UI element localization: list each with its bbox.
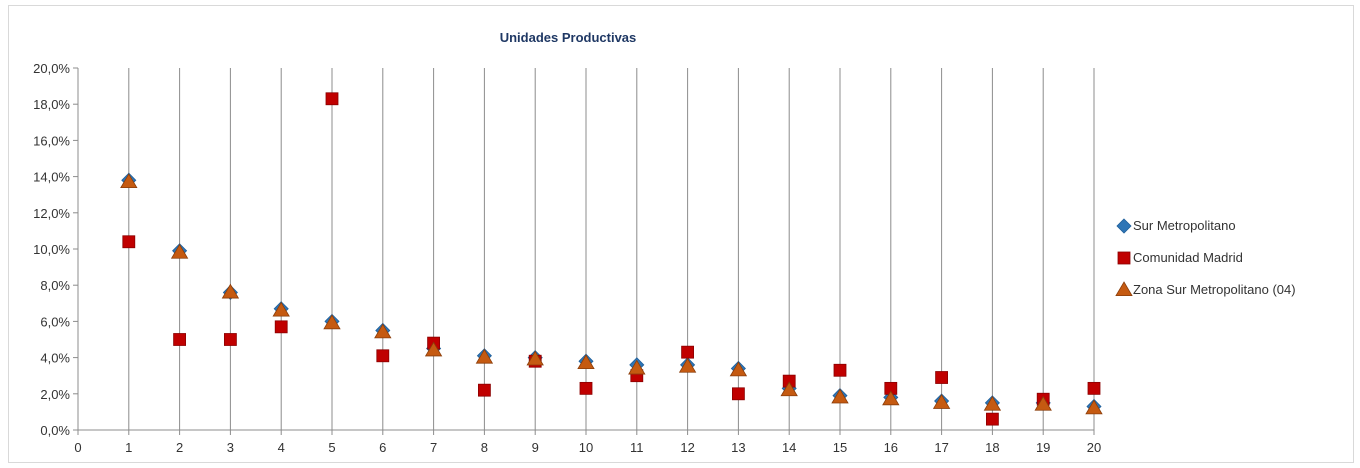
x-tick-label: 5 <box>328 440 335 455</box>
point-square-1 <box>122 235 136 249</box>
point-square-2 <box>173 333 187 346</box>
x-tick-label: 8 <box>481 440 488 455</box>
legend-label: Zona Sur Metropolitano (04) <box>1133 282 1296 297</box>
y-tick-label: 16,0% <box>33 133 70 148</box>
y-tick-label: 14,0% <box>33 170 70 185</box>
x-tick-label: 19 <box>1036 440 1050 455</box>
x-tick-label: 2 <box>176 440 183 455</box>
legend-marker-square <box>1117 251 1131 265</box>
legend-label: Sur Metropolitano <box>1133 218 1236 233</box>
x-tick-label: 12 <box>680 440 694 455</box>
point-square-8 <box>477 383 491 397</box>
point-triangle-1 <box>120 173 138 189</box>
y-tick-label: 2,0% <box>40 387 70 402</box>
x-tick-label: 4 <box>278 440 285 455</box>
point-square-20 <box>1087 381 1101 395</box>
y-tick-label: 10,0% <box>33 242 70 257</box>
legend-marker-triangle <box>1115 281 1133 297</box>
x-tick-label: 16 <box>884 440 898 455</box>
point-square-5 <box>325 92 339 106</box>
x-tick-labels: 0 1 2 3 4 5 6 7 8 9 10 11 12 13 14 15 16 17 18 19 20 <box>74 430 1101 455</box>
x-tick-label: 11 <box>630 440 644 455</box>
y-tick-label: 4,0% <box>40 351 70 366</box>
x-tick-label: 20 <box>1087 440 1101 455</box>
point-triangle-4 <box>272 301 290 317</box>
y-tick-label: 12,0% <box>33 206 70 221</box>
x-tick-label: 1 <box>125 440 132 455</box>
y-tick-label: 6,0% <box>40 314 70 329</box>
point-square-12 <box>681 345 694 359</box>
x-tick-label: 7 <box>430 440 437 455</box>
x-tick-label: 18 <box>985 440 999 455</box>
chart-frame <box>8 5 1354 463</box>
point-triangle-10 <box>577 354 595 370</box>
point-triangle-18 <box>983 395 1002 411</box>
x-tick-label: 15 <box>833 440 847 455</box>
y-tick-label: 18,0% <box>33 97 70 112</box>
point-triangle-15 <box>831 388 849 404</box>
gridlines <box>128 68 1095 430</box>
point-square-13 <box>732 387 745 401</box>
x-tick-label: 0 <box>74 440 81 455</box>
point-square-15 <box>833 363 847 377</box>
x-tick-label: 14 <box>782 440 796 455</box>
point-square-6 <box>376 349 390 363</box>
y-tick-labels: 0,0% 2,0% 4,0% 6,0% 8,0% 10,0% 12,0% 14,0% 16,0%… <box>33 61 78 438</box>
point-triangle-11 <box>628 359 646 375</box>
y-tick-label: 20,0% <box>33 61 70 76</box>
x-tick-label: 3 <box>227 440 234 455</box>
point-square-4 <box>274 320 288 334</box>
legend-label: Comunidad Madrid <box>1133 250 1243 265</box>
point-square-18 <box>986 412 999 426</box>
point-triangle-3 <box>221 283 240 299</box>
legend: Sur Metropolitano Comunidad Madrid Zona Su… <box>1115 218 1296 297</box>
x-tick-label: 6 <box>379 440 386 455</box>
point-triangle-20 <box>1085 399 1103 415</box>
point-triangle-8 <box>475 348 494 364</box>
point-triangle-12 <box>678 357 697 373</box>
x-tick-label: 9 <box>532 440 539 455</box>
x-tick-label: 10 <box>579 440 593 455</box>
x-tick-label: 13 <box>731 440 745 455</box>
point-square-17 <box>935 371 948 384</box>
data-points <box>120 92 1103 426</box>
point-square-3 <box>223 333 237 346</box>
point-triangle-5 <box>323 314 341 330</box>
chart-title: Unidades Productivas <box>500 30 637 45</box>
y-tick-label: 0,0% <box>40 423 70 438</box>
point-triangle-2 <box>170 243 189 259</box>
point-triangle-16 <box>882 390 900 406</box>
legend-marker-diamond <box>1116 218 1132 234</box>
point-triangle-14 <box>780 381 798 397</box>
point-triangle-17 <box>932 394 951 409</box>
point-square-10 <box>579 381 593 395</box>
point-triangle-9 <box>526 350 544 366</box>
point-triangle-13 <box>729 361 748 377</box>
y-tick-label: 8,0% <box>40 278 70 293</box>
x-tick-label: 17 <box>934 440 948 455</box>
point-triangle-6 <box>374 323 392 339</box>
point-triangle-19 <box>1034 395 1052 411</box>
point-triangle-7 <box>424 341 443 357</box>
